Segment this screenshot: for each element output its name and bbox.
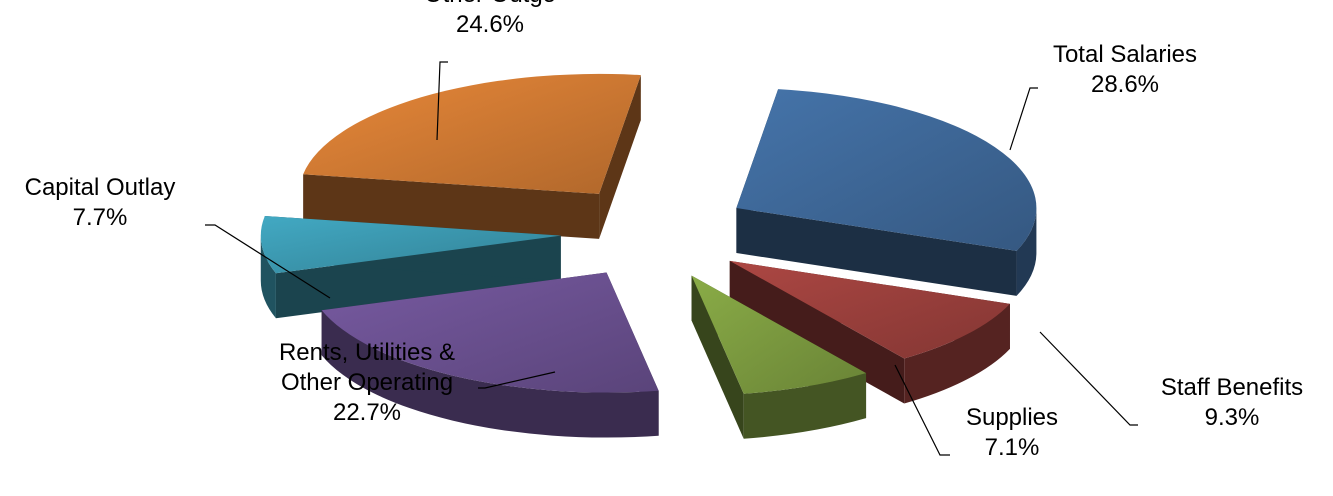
slice-side-wall	[599, 75, 641, 239]
pie-slice	[260, 215, 561, 319]
slice-top	[691, 275, 867, 394]
label-layer: Total Salaries 28.6% Staff Benefits 9.3% Sup…	[25, 0, 1304, 461]
pie-slice	[321, 272, 659, 438]
pie-slice	[691, 275, 867, 439]
slice-category-label: Capital Outlay	[25, 174, 176, 201]
slice-value-label: 9.3%	[1205, 404, 1260, 431]
pie-slice	[303, 73, 641, 239]
slice-rim	[904, 303, 1010, 404]
leader-line	[436, 61, 448, 141]
slice-value-label: 7.7%	[73, 204, 128, 231]
slice-side-wall	[691, 275, 744, 439]
slice-layer	[260, 73, 1037, 439]
slice-category-label: Other Operating	[281, 369, 453, 396]
slice-top	[303, 73, 641, 194]
slice-rim	[321, 310, 659, 438]
leader-line	[205, 224, 331, 299]
slice-top	[736, 89, 1037, 251]
slice-rim	[1016, 208, 1037, 296]
slice-side-wall	[729, 260, 905, 404]
slice-top	[729, 260, 1010, 359]
slice-category-label: Rents, Utilities &	[279, 339, 455, 366]
slice-side-wall	[303, 174, 600, 239]
slice-category-label: Staff Benefits	[1161, 374, 1303, 401]
slice-value-label: 7.1%	[985, 434, 1040, 461]
slice-rim	[743, 373, 867, 439]
slice-category-label: Total Salaries	[1053, 41, 1197, 68]
slice-top	[321, 272, 659, 393]
pie-slice	[736, 89, 1037, 296]
pie-slice	[729, 260, 1010, 404]
leader-line	[1039, 331, 1138, 426]
slice-value-label: 22.7%	[333, 399, 401, 426]
leader-line	[478, 371, 556, 389]
leader-line	[894, 364, 950, 456]
slice-value-label: 24.6%	[456, 11, 524, 38]
slice-category-label: Other Outgo	[424, 0, 556, 8]
leader-line-layer	[205, 61, 1138, 456]
slice-top	[260, 215, 561, 274]
slice-category-label: Supplies	[966, 404, 1058, 431]
leader-line	[1009, 87, 1038, 151]
slice-value-label: 28.6%	[1091, 71, 1159, 98]
slice-side-wall	[736, 208, 1017, 296]
